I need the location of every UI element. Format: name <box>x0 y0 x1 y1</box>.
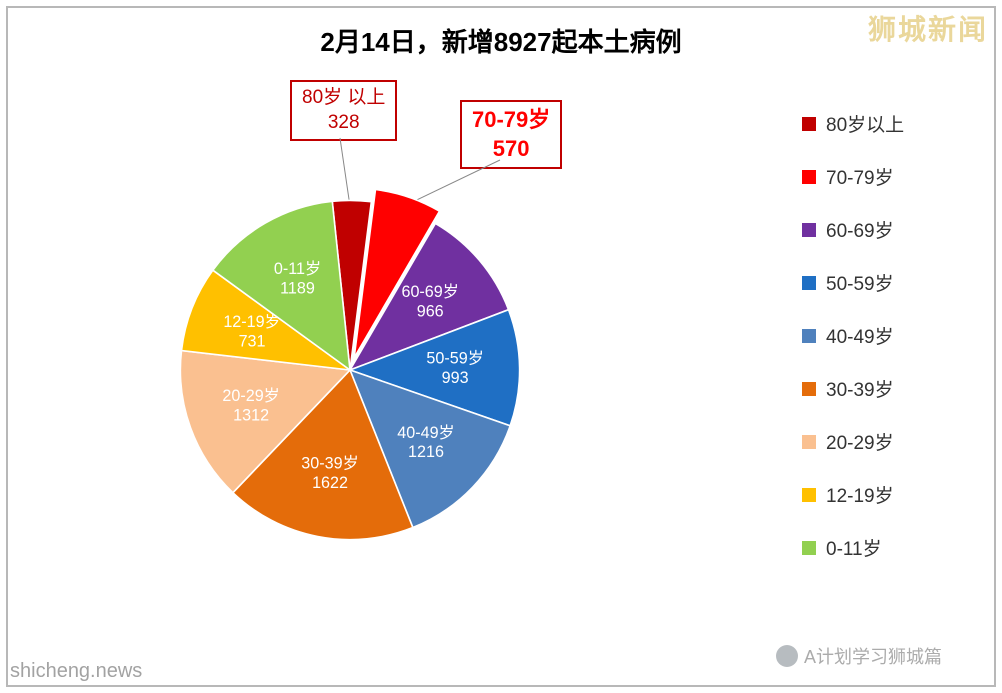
legend-swatch <box>802 117 816 131</box>
legend-label: 30-39岁 <box>826 375 894 402</box>
legend-item: 12-19岁 <box>802 481 962 508</box>
legend-item: 80岁以上 <box>802 110 962 137</box>
legend-label: 80岁以上 <box>826 110 904 137</box>
legend-label: 0-11岁 <box>826 534 882 561</box>
slice-label: 50-59岁 <box>426 350 483 368</box>
callout-80plus: 80岁 以上 328 <box>290 80 397 141</box>
slice-value: 1216 <box>408 443 444 461</box>
callout-70-value: 570 <box>472 135 550 164</box>
legend-item: 0-11岁 <box>802 534 962 561</box>
slice-label: 60-69岁 <box>401 283 458 301</box>
legend-label: 20-29岁 <box>826 428 894 455</box>
watermark-br-text: A计划学习狮城篇 <box>804 643 942 669</box>
legend-item: 70-79岁 <box>802 163 962 190</box>
pie-container: 60-69岁 966 50-59岁993 40-49岁1216 30-39岁 1622 20… <box>140 160 560 580</box>
legend-swatch <box>802 541 816 555</box>
slice-value: 1622 <box>312 474 348 492</box>
legend-swatch <box>802 223 816 237</box>
legend-label: 50-59岁 <box>826 269 894 296</box>
legend-item: 40-49岁 <box>802 322 962 349</box>
slice-label: 20-29岁 <box>222 387 279 405</box>
slice-value: 993 <box>442 369 469 387</box>
legend-label: 60-69岁 <box>826 216 894 243</box>
legend-label: 12-19岁 <box>826 481 894 508</box>
chart-title: 2月14日，新增8927起本土病例 <box>0 22 1002 59</box>
watermark-bottom-right: A计划学习狮城篇 <box>776 643 942 669</box>
pie-chart: 80岁 以上 328 70-79岁 570 60-69岁 966 50-59岁993… <box>40 80 680 660</box>
slice-label: 12-19岁 <box>223 313 280 331</box>
slice-value: 966 <box>417 303 444 321</box>
slice-value: 731 <box>239 332 266 350</box>
legend-label: 70-79岁 <box>826 163 894 190</box>
legend-swatch <box>802 382 816 396</box>
callout-80-label: 80岁 以上 <box>302 86 385 111</box>
legend-swatch <box>802 276 816 290</box>
legend-label: 40-49岁 <box>826 322 894 349</box>
slice-value: 1189 <box>280 279 315 297</box>
slice-value: 1312 <box>233 406 269 424</box>
pie-svg: 60-69岁 966 50-59岁993 40-49岁1216 30-39岁 1622 20… <box>140 160 560 580</box>
callout-80-value: 328 <box>302 111 385 136</box>
legend-swatch <box>802 170 816 184</box>
slice-label: 40-49岁 <box>397 424 454 442</box>
wechat-icon <box>776 645 798 667</box>
legend: 80岁以上 70-79岁 60-69岁 50-59岁 40-49岁 30-39岁 20-29… <box>802 110 962 587</box>
legend-item: 50-59岁 <box>802 269 962 296</box>
callout-70-79: 70-79岁 570 <box>460 100 562 169</box>
legend-swatch <box>802 329 816 343</box>
legend-swatch <box>802 435 816 449</box>
legend-item: 60-69岁 <box>802 216 962 243</box>
watermark-top-right: 狮城新闻 <box>868 8 988 48</box>
watermark-bottom-left: shicheng.news <box>10 660 142 683</box>
legend-item: 30-39岁 <box>802 375 962 402</box>
callout-70-label: 70-79岁 <box>472 106 550 135</box>
slice-label: 30-39岁 <box>301 454 358 472</box>
legend-item: 20-29岁 <box>802 428 962 455</box>
legend-swatch <box>802 488 816 502</box>
slice-label: 0-11岁 <box>274 260 321 278</box>
